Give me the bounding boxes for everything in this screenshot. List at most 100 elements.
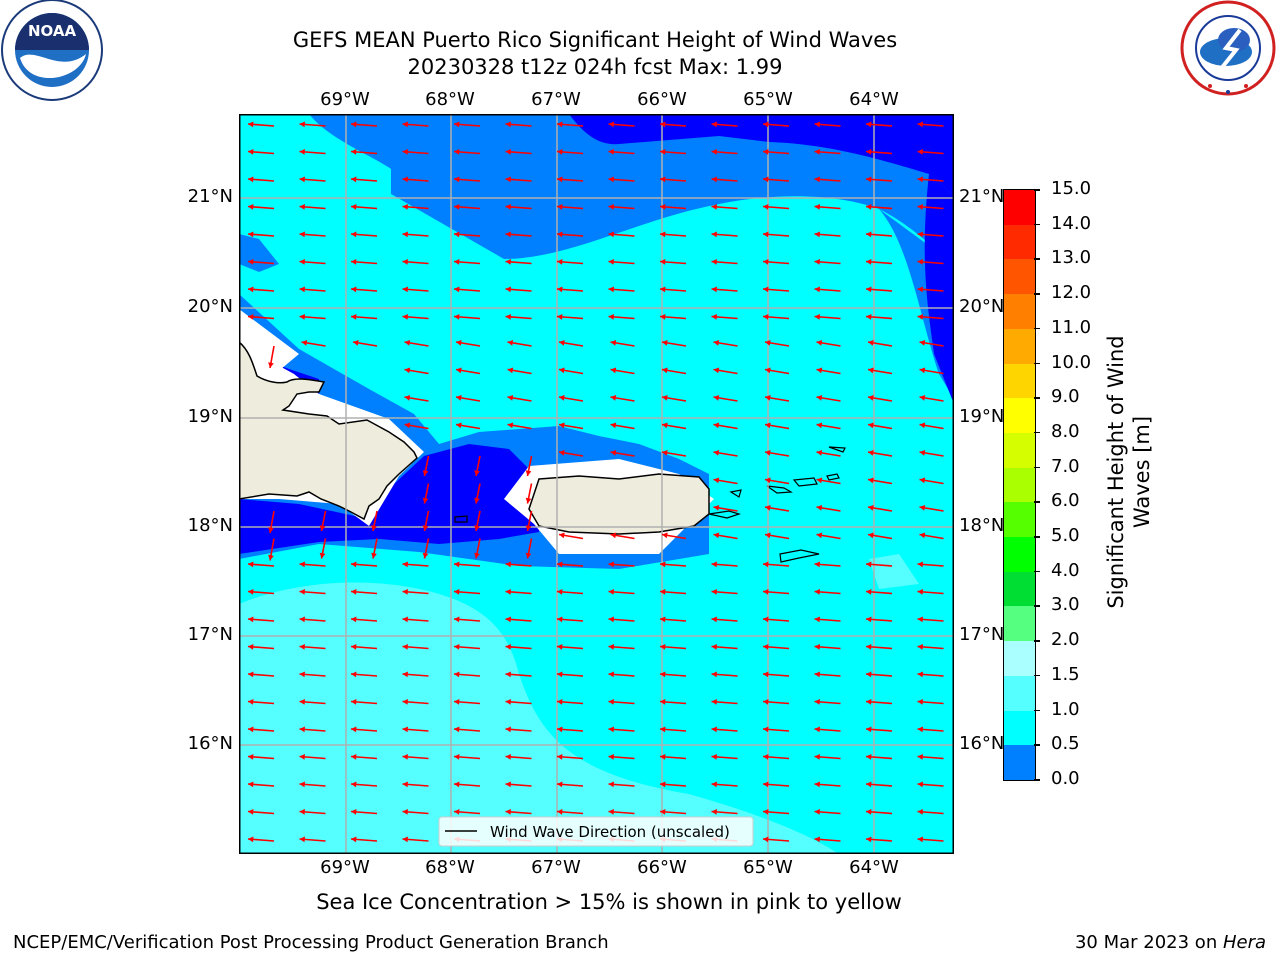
wave-direction-arrowhead <box>660 286 666 293</box>
colorbar-segment <box>1004 745 1035 781</box>
ocean-band-dark-east <box>924 174 954 404</box>
wave-direction-arrowhead <box>662 450 668 456</box>
wave-direction-arrowhead <box>917 809 923 815</box>
wave-direction-arrowhead <box>765 505 771 511</box>
colorbar-tick-mark <box>1034 536 1040 538</box>
wave-direction-arrowhead <box>454 204 460 210</box>
wave-direction-arrowhead <box>660 616 666 623</box>
wave-direction-arrowhead <box>763 314 769 320</box>
wave-direction-arrowhead <box>505 231 511 238</box>
wave-direction-arrowhead <box>351 286 357 293</box>
wave-direction-arrowhead <box>557 121 563 128</box>
land-culebra <box>729 489 742 498</box>
wave-direction-arrowhead <box>814 671 820 678</box>
wave-direction-arrowhead <box>866 121 872 128</box>
wave-direction-arrowhead <box>763 781 769 788</box>
wave-direction-arrowhead <box>814 836 820 843</box>
wave-direction-arrowhead <box>454 589 460 595</box>
wave-direction-arrowhead <box>319 525 326 531</box>
wave-direction-arrowhead <box>351 644 357 650</box>
colorbar-tick-mark <box>1034 709 1040 712</box>
wave-direction-arrowhead <box>868 367 874 374</box>
wave-direction-arrowhead <box>917 121 923 128</box>
legend-label: Wind Wave Direction (unscaled) <box>490 823 730 841</box>
wave-direction-arrowhead <box>917 699 923 705</box>
lat-label-right-21n: 21°N <box>959 186 1005 207</box>
wave-direction-arrowhead <box>299 589 305 595</box>
lon-label-top-68w: 68°W <box>425 89 475 110</box>
wave-direction-arrowhead <box>610 422 617 429</box>
wave-direction-arrowhead <box>660 644 666 650</box>
wave-direction-arrowhead <box>454 726 460 733</box>
wave-direction-arrowhead <box>319 552 326 559</box>
wave-direction-arrowhead <box>402 259 408 265</box>
colorbar-segment <box>1004 363 1035 399</box>
lon-label-bottom-64w: 64°W <box>849 857 899 878</box>
sea-ice-note: Sea Ice Concentration > 15% is shown in … <box>0 890 1280 914</box>
colorbar-tick-mark <box>1034 327 1040 330</box>
wave-direction-arrowhead <box>711 726 717 733</box>
lat-label-right-18n: 18°N <box>959 515 1005 536</box>
wave-direction-arrowhead <box>299 121 305 128</box>
colorbar-segment <box>1004 675 1035 712</box>
wave-direction-arrowhead <box>610 450 617 456</box>
wave-direction-arrowhead <box>422 497 429 504</box>
producer-credit: NCEP/EMC/Verification Post Processing Pr… <box>13 932 609 953</box>
wave-direction-arrowhead <box>816 395 823 401</box>
wave-direction-arrowhead <box>816 477 823 484</box>
wave-direction-arrowhead <box>608 616 614 623</box>
wave-direction-arrowhead <box>660 589 666 595</box>
colorbar-tick-label: 1.0 <box>1051 698 1080 720</box>
map-legend: Wind Wave Direction (unscaled) <box>438 816 754 847</box>
colorbar-tick-label: 0.0 <box>1051 768 1080 789</box>
wave-direction-arrowhead <box>660 754 666 760</box>
wave-direction-arrowhead <box>711 699 717 705</box>
wave-direction-arrowhead <box>763 836 769 843</box>
wave-direction-arrowhead <box>917 259 923 265</box>
colorbar-tick-label: 12.0 <box>1051 282 1092 304</box>
wave-direction-arrowhead <box>505 616 511 623</box>
wave-direction-arrowhead <box>711 121 717 128</box>
wave-direction-arrowhead <box>454 121 460 128</box>
wave-direction-arrowhead <box>507 422 514 429</box>
wave-direction-arrowhead <box>505 121 511 128</box>
colorbar-tick-label: 10.0 <box>1051 351 1092 373</box>
colorbar-segment <box>1004 432 1035 469</box>
colorbar-tick-mark <box>1034 189 1040 191</box>
wave-direction-arrowhead <box>711 259 717 265</box>
wave-direction-arrowhead <box>299 149 305 155</box>
colorbar-tick-mark <box>1034 674 1040 677</box>
wave-direction-arrowhead <box>866 836 872 843</box>
wave-direction-arrowhead <box>404 422 411 429</box>
land-tortola <box>792 477 818 487</box>
wave-direction-arrowhead <box>299 259 305 265</box>
lat-label-right-20n: 20°N <box>959 296 1005 317</box>
wave-direction-arrowhead <box>660 561 666 568</box>
wave-direction-arrowhead <box>866 149 872 155</box>
wave-direction-arrowhead <box>608 699 614 705</box>
wave-direction-arrowhead <box>248 149 254 155</box>
wave-direction-arrowhead <box>763 259 769 265</box>
wave-direction-arrowhead <box>919 532 926 539</box>
land-hispaniola <box>239 341 418 521</box>
wave-direction-arrowhead <box>917 149 923 155</box>
wave-direction-arrowhead <box>248 231 254 238</box>
wave-direction-arrowhead <box>557 176 563 183</box>
ocean-band-light-patch <box>869 554 919 589</box>
wave-direction-arrowhead <box>525 552 532 559</box>
wave-direction-arrowhead <box>608 231 614 238</box>
wave-direction-arrowhead <box>713 340 720 346</box>
wave-direction-arrowhead <box>248 176 254 183</box>
wave-direction-arrowhead <box>608 259 614 265</box>
colorbar-segment <box>1004 224 1035 260</box>
land-puerto-rico <box>528 473 710 535</box>
wave-direction-arrowhead <box>919 422 926 429</box>
wave-direction-arrowhead <box>608 809 614 815</box>
wave-direction-arrowhead <box>711 671 717 678</box>
wave-direction-arrowhead <box>557 314 563 320</box>
wave-direction-arrowhead <box>765 477 771 484</box>
wave-direction-arrowhead <box>660 781 666 788</box>
wave-direction-arrowhead <box>351 836 357 843</box>
wave-height-map: Wind Wave Direction (unscaled) <box>239 114 954 854</box>
colorbar-segment <box>1004 259 1035 295</box>
